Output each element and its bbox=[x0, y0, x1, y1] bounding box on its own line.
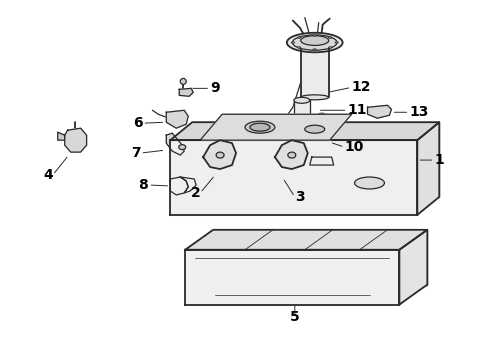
Ellipse shape bbox=[287, 33, 343, 52]
Ellipse shape bbox=[305, 125, 325, 133]
Ellipse shape bbox=[313, 35, 317, 36]
Polygon shape bbox=[213, 230, 427, 285]
Ellipse shape bbox=[179, 145, 186, 150]
Polygon shape bbox=[368, 105, 392, 118]
Text: 5: 5 bbox=[290, 310, 300, 324]
Text: 8: 8 bbox=[139, 178, 148, 192]
Text: 12: 12 bbox=[352, 80, 371, 94]
Polygon shape bbox=[275, 140, 308, 169]
Text: 3: 3 bbox=[295, 190, 304, 204]
Text: 2: 2 bbox=[191, 186, 200, 200]
Text: 7: 7 bbox=[131, 146, 141, 160]
Text: 6: 6 bbox=[133, 116, 143, 130]
Ellipse shape bbox=[328, 37, 332, 39]
Polygon shape bbox=[179, 88, 193, 96]
Polygon shape bbox=[171, 140, 417, 215]
Text: 9: 9 bbox=[210, 81, 220, 95]
Ellipse shape bbox=[328, 47, 332, 48]
Ellipse shape bbox=[297, 47, 301, 48]
Polygon shape bbox=[185, 250, 399, 305]
Ellipse shape bbox=[293, 35, 337, 50]
Ellipse shape bbox=[180, 78, 186, 84]
Polygon shape bbox=[200, 114, 352, 140]
Polygon shape bbox=[171, 177, 188, 195]
Polygon shape bbox=[203, 140, 236, 169]
Text: 11: 11 bbox=[347, 103, 367, 117]
Polygon shape bbox=[185, 230, 427, 250]
Ellipse shape bbox=[301, 95, 329, 100]
Text: 1: 1 bbox=[434, 153, 444, 167]
Polygon shape bbox=[399, 230, 427, 305]
Polygon shape bbox=[58, 132, 65, 140]
Ellipse shape bbox=[245, 121, 275, 133]
Ellipse shape bbox=[294, 125, 310, 131]
Ellipse shape bbox=[297, 37, 301, 39]
Polygon shape bbox=[180, 177, 196, 193]
Ellipse shape bbox=[355, 177, 385, 189]
Ellipse shape bbox=[216, 152, 224, 158]
Text: 10: 10 bbox=[344, 140, 364, 154]
Polygon shape bbox=[166, 110, 188, 128]
Ellipse shape bbox=[291, 42, 294, 43]
Text: 13: 13 bbox=[409, 105, 429, 119]
Polygon shape bbox=[166, 133, 184, 155]
Ellipse shape bbox=[313, 49, 317, 50]
Polygon shape bbox=[65, 128, 87, 152]
Polygon shape bbox=[417, 122, 439, 215]
Ellipse shape bbox=[250, 123, 270, 131]
Ellipse shape bbox=[335, 42, 339, 43]
Ellipse shape bbox=[318, 113, 326, 117]
Polygon shape bbox=[171, 122, 439, 140]
Polygon shape bbox=[310, 157, 334, 165]
Polygon shape bbox=[301, 46, 329, 97]
Ellipse shape bbox=[288, 152, 296, 158]
Polygon shape bbox=[294, 100, 310, 128]
Text: 4: 4 bbox=[43, 168, 53, 182]
Polygon shape bbox=[192, 122, 439, 197]
Ellipse shape bbox=[294, 97, 310, 103]
Ellipse shape bbox=[301, 36, 329, 45]
